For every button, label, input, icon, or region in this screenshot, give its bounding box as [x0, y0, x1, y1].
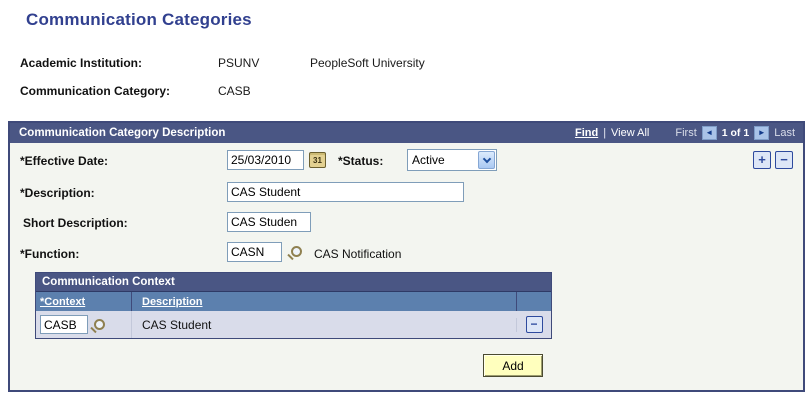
- groupbox-title: Communication Category Description: [19, 127, 226, 139]
- context-cell: [36, 311, 132, 338]
- description-column-header[interactable]: Description: [132, 292, 517, 311]
- context-description-cell: CAS Student: [132, 317, 517, 332]
- status-label: *Status:: [338, 154, 384, 168]
- nav-separator: |: [603, 127, 607, 139]
- academic-institution-row: Academic Institution: PSUNV PeopleSoft U…: [20, 56, 425, 70]
- communication-category-code: CASB: [218, 84, 251, 98]
- page-title: Communication Categories: [26, 10, 252, 29]
- communication-category-description-groupbox: Communication Category Description Find …: [8, 121, 805, 392]
- find-link[interactable]: Find: [574, 127, 599, 139]
- communication-context-grid: Communication Context *Context Descripti…: [35, 272, 552, 339]
- view-all-link[interactable]: View All: [611, 127, 650, 139]
- academic-institution-label: Academic Institution:: [20, 56, 143, 70]
- context-input[interactable]: [40, 315, 88, 334]
- row-actions-cell: −: [517, 316, 551, 333]
- calendar-icon[interactable]: 31: [309, 152, 326, 168]
- academic-institution-code: PSUNV: [218, 56, 260, 70]
- delete-row-button[interactable]: −: [775, 151, 793, 169]
- communication-category-label: Communication Category:: [20, 84, 171, 98]
- scroll-nav: Find | View All First ◄ 1 of 1 ► Last: [575, 126, 803, 140]
- insert-row-button[interactable]: +: [753, 151, 771, 169]
- academic-institution-name: PeopleSoft University: [310, 56, 425, 70]
- chevron-down-icon: [482, 154, 491, 163]
- next-row-icon[interactable]: ►: [754, 126, 770, 140]
- context-lookup-icon[interactable]: [94, 319, 105, 330]
- description-label: *Description:: [20, 186, 95, 200]
- groupbox-header-bar: Communication Category Description Find …: [10, 123, 803, 143]
- function-input[interactable]: [227, 242, 282, 262]
- communication-category-row: Communication Category: CASB: [20, 84, 310, 98]
- status-dropdown-value: Active: [412, 153, 445, 167]
- row-position-indicator: 1 of 1: [721, 127, 750, 139]
- function-description: CAS Notification: [314, 247, 402, 261]
- short-description-input[interactable]: [227, 212, 311, 232]
- function-lookup-icon[interactable]: [291, 246, 302, 257]
- table-row: CAS Student −: [36, 311, 551, 338]
- first-link[interactable]: First: [675, 127, 697, 139]
- context-column-header[interactable]: *Context: [36, 292, 132, 311]
- actions-column-header: [517, 292, 551, 311]
- last-link[interactable]: Last: [774, 127, 795, 139]
- description-input[interactable]: [227, 182, 464, 202]
- function-label: *Function:: [20, 247, 80, 261]
- delete-context-row-button[interactable]: −: [525, 316, 543, 333]
- dropdown-button[interactable]: [478, 151, 495, 169]
- effective-date-label: *Effective Date:: [20, 154, 109, 168]
- grid-column-header-row: *Context Description: [36, 292, 551, 311]
- short-description-label: Short Description:: [23, 216, 128, 230]
- previous-row-icon[interactable]: ◄: [701, 126, 717, 140]
- grid-title: Communication Context: [36, 273, 551, 292]
- add-button[interactable]: Add: [483, 354, 543, 377]
- effective-date-input[interactable]: [227, 150, 304, 170]
- status-dropdown[interactable]: Active: [407, 149, 497, 171]
